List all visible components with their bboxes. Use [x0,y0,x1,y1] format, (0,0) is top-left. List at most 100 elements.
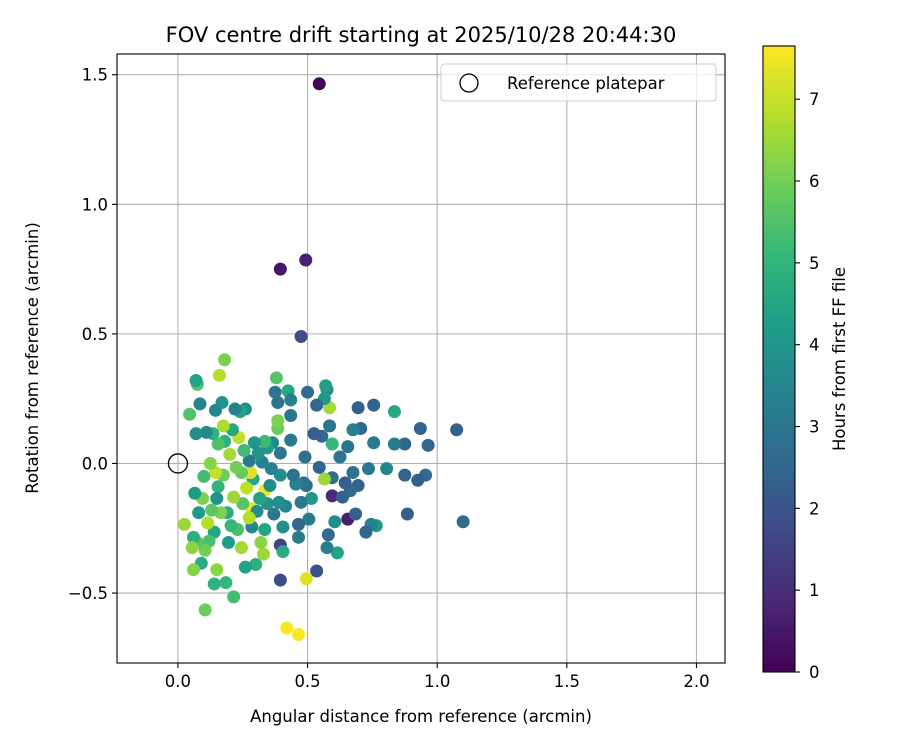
scatter-point [216,419,230,433]
y-tick-label: −0.5 [68,584,108,603]
scatter-point [218,353,232,367]
scatter-point [276,520,290,534]
scatter-point [359,525,373,539]
legend-label: Reference platepar [507,74,665,93]
scatter-point [284,393,298,407]
scatter-point [253,491,267,505]
scatter-point [234,541,248,555]
scatter-point [263,478,277,492]
scatter-point [177,517,191,531]
scatter-point [209,403,223,417]
scatter-point [224,519,238,533]
scatter-point [349,507,363,521]
scatter-point [212,368,226,382]
scatter-point [387,405,401,419]
scatter-point [341,440,355,454]
scatter-point [205,503,219,517]
scatter-point [291,517,305,531]
colorbar-tick-label: 6 [809,172,820,191]
scatter-point [299,572,313,586]
scatter-point [294,329,308,343]
chart-title: FOV centre drift starting at 2025/10/28 … [166,23,677,47]
y-tick-label: 0.5 [82,325,108,344]
scatter-point [229,460,243,474]
colorbar-tick-label: 2 [809,499,820,518]
scatter-point [203,456,217,470]
scatter-point [223,447,237,461]
scatter-point [312,77,326,91]
scatter-point [211,480,225,494]
scatter-point [294,495,308,509]
scatter-point [210,563,224,577]
scatter-point [273,573,287,587]
scatter-point [192,506,206,520]
x-tick-label: 1.0 [424,672,450,691]
scatter-point [298,450,312,464]
scatter-point [367,436,381,450]
colorbar-label: Hours from first FF file [830,267,849,451]
scatter-point [413,421,427,435]
scatter-point [387,437,401,451]
scatter-point [189,374,203,388]
data-points [177,77,470,641]
scatter-point [267,507,281,521]
x-tick-label: 2.0 [683,672,709,691]
scatter-point [256,547,270,561]
scatter-point [319,379,333,393]
reference-layer [167,453,189,474]
scatter-point [323,419,337,433]
scatter-point [325,437,339,451]
scatter-point [304,491,318,505]
scatter-point [276,545,290,559]
scatter-point [421,438,435,452]
scatter-point [325,489,339,503]
colorbar-tick-label: 5 [809,254,820,273]
scatter-point [193,397,207,411]
scatter-point [237,443,251,457]
y-tick-label: 1.0 [82,195,108,214]
scatter-point [346,423,360,437]
scatter-point [398,437,412,451]
x-tick-label: 0.5 [294,672,320,691]
colorbar-tick-label: 1 [809,581,820,600]
y-tick-label: 0.0 [82,454,108,473]
scatter-point [198,603,212,617]
colorbar: 0 1 2 3 4 5 6 7 Hours from first FF file [762,45,849,682]
scatter-point [269,371,283,385]
scatter-point [286,468,300,482]
scatter-point [201,516,215,530]
colorbar-tick-label: 7 [809,90,820,109]
scatter-point [258,434,272,448]
scatter-point [185,541,199,555]
scatter-point [328,515,342,529]
x-axis-label: Angular distance from reference (arcmin) [250,707,592,726]
scatter-point [186,530,200,544]
scatter-point [207,577,221,591]
scatter-point [227,490,241,504]
grid [117,54,725,663]
scatter-point [291,627,305,641]
scatter-point [183,407,197,421]
scatter-point [244,466,258,480]
scatter-point [273,262,287,276]
scatter-point [254,535,268,549]
scatter-point [240,481,254,495]
scatter-point [264,462,278,476]
scatter-point [251,446,265,460]
scatter-point [189,427,203,441]
scatter-point [199,425,213,439]
scatter-point [301,385,315,399]
scatter-point [312,460,326,474]
x-tick-label: 1.5 [554,672,580,691]
scatter-point [456,515,470,529]
y-tick-label: 1.5 [82,66,108,85]
scatter-point [210,491,224,505]
colorbar-frame [762,45,796,673]
scatter-point [247,436,261,450]
scatter-point [273,446,287,460]
colorbar-tick-label: 4 [809,336,820,355]
scatter-point [284,433,298,447]
scatter-point [284,409,298,423]
scatter-point [197,469,211,483]
